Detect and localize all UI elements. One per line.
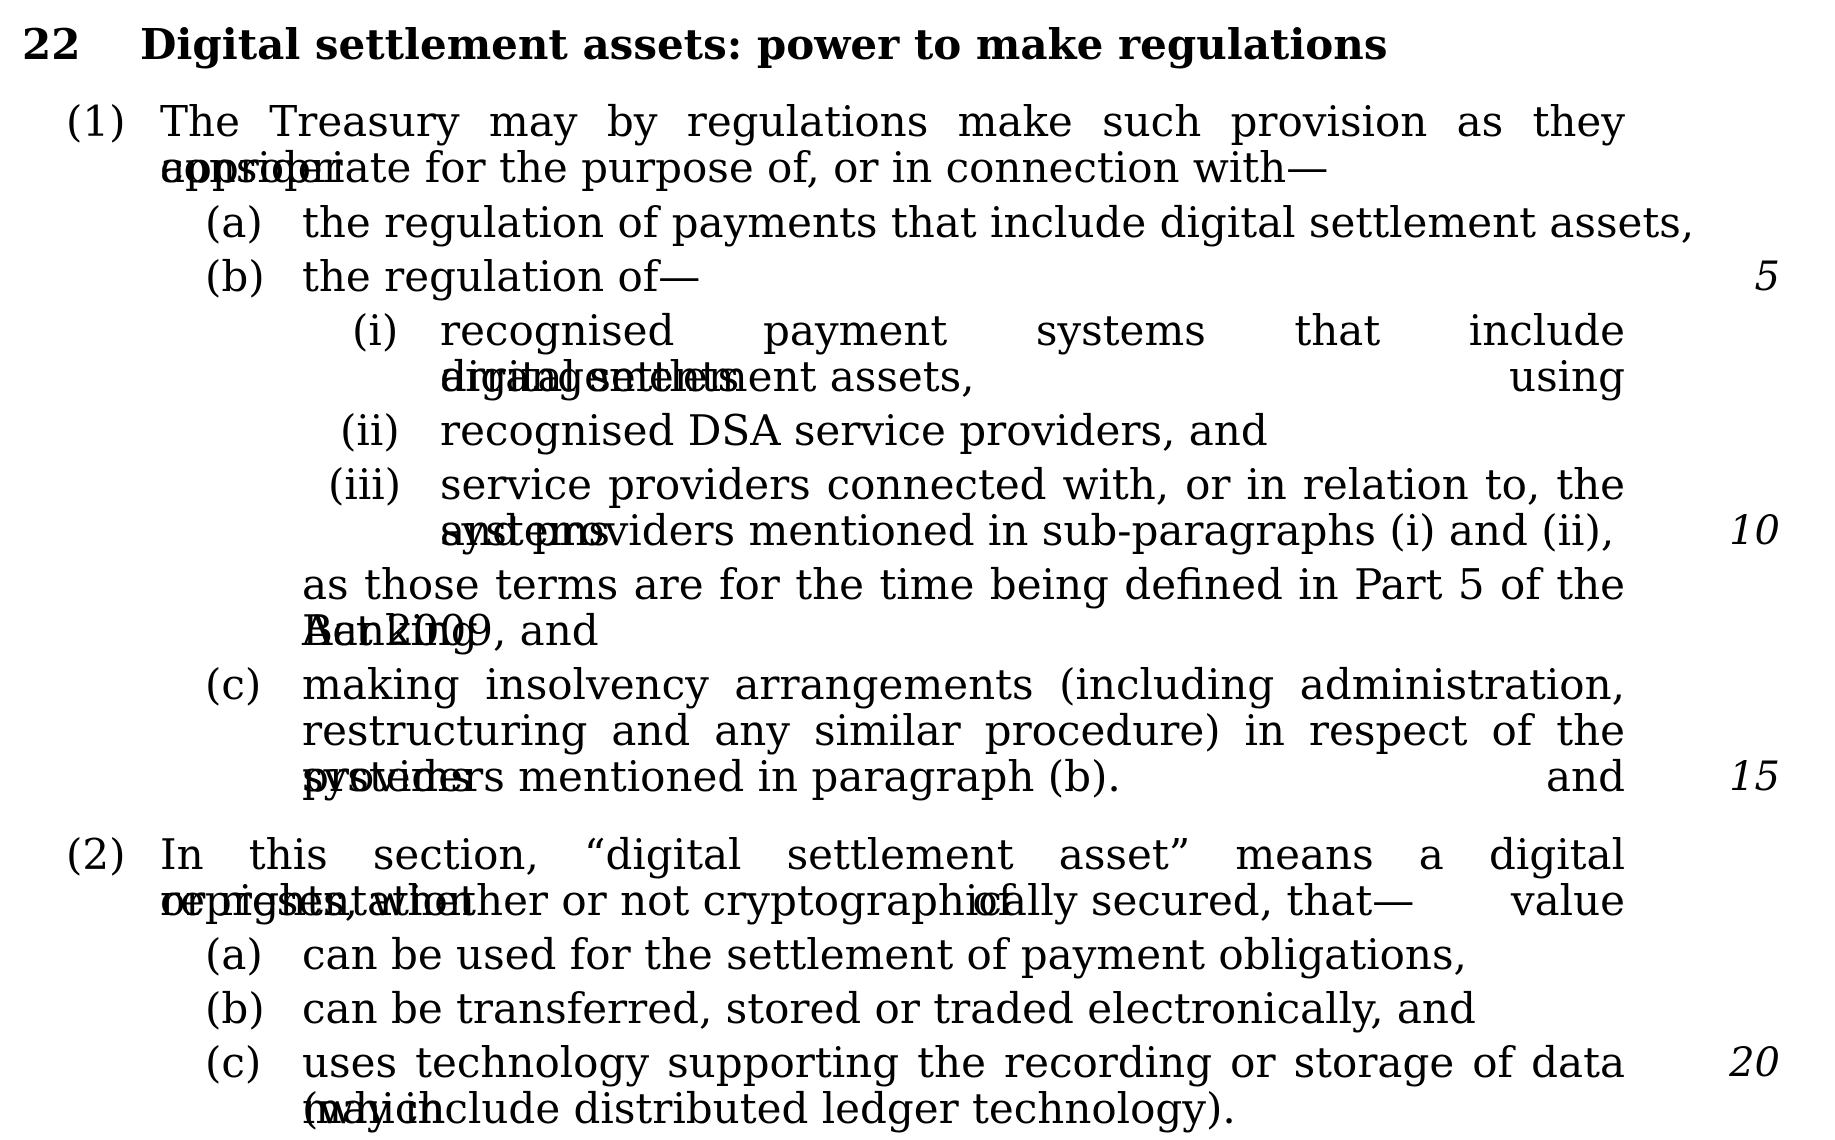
line-number-15: 15 <box>1729 754 1780 800</box>
subpara-1b-ii-line-1: recognised DSA service providers, and <box>440 406 1268 455</box>
line-number-20: 20 <box>1729 1040 1780 1086</box>
line-number-10: 10 <box>1729 508 1780 554</box>
para-2b-text: can be transferred, stored or traded ele… <box>302 984 1476 1033</box>
para-1a-text: the regulation of payments that include … <box>302 198 1695 247</box>
para-1c-line-3: providers mentioned in paragraph (b). <box>302 752 1121 801</box>
para-2c-line-2: may include distributed ledger technolog… <box>302 1084 1236 1133</box>
para-2b-label: (b) <box>205 984 265 1033</box>
para-1c-line-2: restructuring and any similar procedure)… <box>302 706 1625 801</box>
subpara-1b-iii-line-2: and providers mentioned in sub-paragraph… <box>440 506 1615 555</box>
para-1c-line-1: making insolvency arrangements (includin… <box>302 660 1625 709</box>
para-1b-text: the regulation of— <box>302 252 701 301</box>
section-number: 22 <box>22 20 81 69</box>
para-2a-text: can be used for the settlement of paymen… <box>302 930 1467 979</box>
para-2a-label: (a) <box>205 930 263 979</box>
subsection-1-line-1: The Treasury may by regulations make suc… <box>160 97 1625 192</box>
subpara-1b-i-line-2: digital settlement assets, <box>440 352 975 401</box>
para-1a-label: (a) <box>205 198 263 247</box>
para-2c-line-1: uses technology supporting the recording… <box>302 1038 1625 1133</box>
para-2c-label: (c) <box>205 1038 262 1087</box>
subsection-2-line-1: In this section, “digital settlement ass… <box>160 830 1625 925</box>
subpara-1b-i-label: (i) <box>352 306 399 355</box>
subpara-1b-i-line-1: recognised payment systems that include … <box>440 306 1625 401</box>
para-1b-label: (b) <box>205 252 265 301</box>
para-1b-tail-line-1: as those terms are for the time being de… <box>302 560 1625 655</box>
subpara-1b-ii-label: (ii) <box>340 406 400 455</box>
subpara-1b-iii-line-1: service providers connected with, or in … <box>440 460 1625 555</box>
subsection-2-number: (2) <box>66 830 126 879</box>
section-title: Digital settlement assets: power to make… <box>140 20 1388 69</box>
subsection-2-line-2: or rights, whether or not cryptographica… <box>160 876 1415 925</box>
subsection-1-line-2: appropriate for the purpose of, or in co… <box>160 143 1329 192</box>
para-1c-label: (c) <box>205 660 262 709</box>
para-1b-tail-line-2: Act 2009, and <box>302 606 599 655</box>
subsection-1-number: (1) <box>66 97 126 146</box>
line-number-5: 5 <box>1754 254 1780 300</box>
subpara-1b-iii-label: (iii) <box>328 460 402 509</box>
